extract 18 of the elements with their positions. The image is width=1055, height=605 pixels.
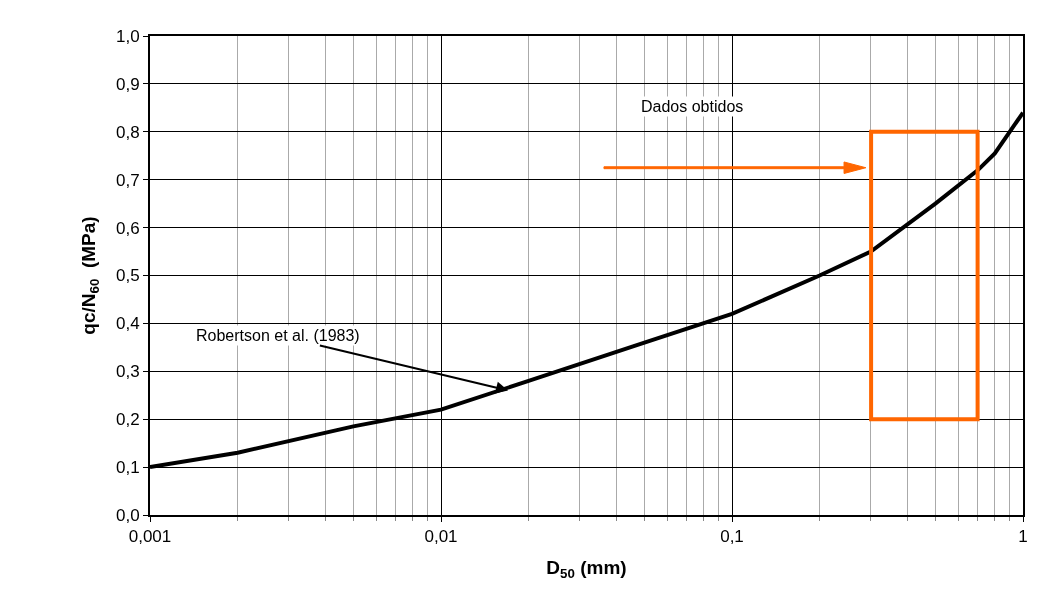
annotation: Dados obtidos (641, 98, 744, 115)
x-tick-label: 0,001 (128, 527, 172, 547)
x-tick-label: 1 (1018, 527, 1028, 547)
x-tick-label: 0,01 (424, 527, 458, 547)
y-tick-label: 0,7 (115, 170, 140, 190)
y-tick-label: 0,4 (115, 314, 140, 334)
y-tick-label: 0,8 (115, 122, 140, 142)
annotation: Robertson et al. (1983) (196, 327, 360, 344)
x-axis-title: D$_{50}$ (mm) (546, 556, 627, 581)
y-tick-label: 0,9 (115, 74, 140, 94)
y-tick-label: 0,2 (115, 410, 140, 430)
y-tick-label: 0,6 (115, 218, 140, 238)
x-tick-label: 0,1 (720, 527, 744, 547)
y-tick-label: 1,0 (115, 26, 140, 46)
y-tick-label: 0,1 (115, 458, 140, 478)
y-tick-label: 0,0 (115, 505, 140, 525)
y-tick-label: 0,5 (115, 266, 140, 286)
y-tick-label: 0,3 (115, 362, 140, 382)
